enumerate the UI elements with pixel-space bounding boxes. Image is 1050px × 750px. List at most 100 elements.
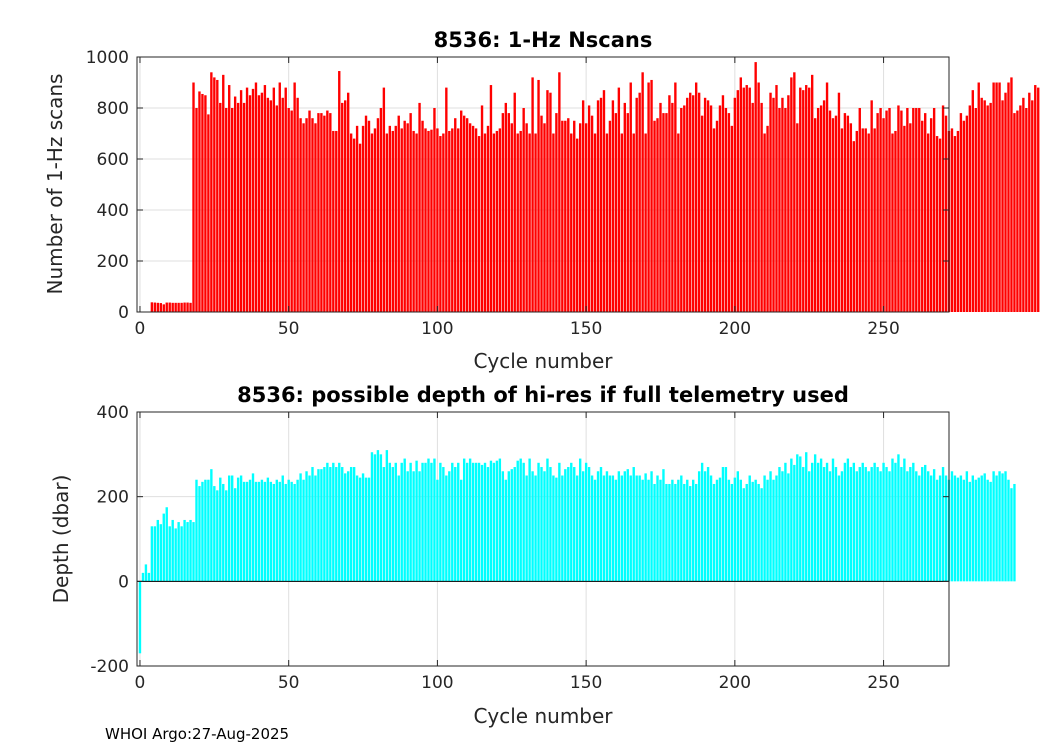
bars-bottom (138, 450, 1016, 654)
bar-cycle-188 (697, 471, 701, 582)
bar-cycle-181 (677, 479, 680, 582)
bar-cycle-246 (870, 467, 873, 582)
bar-cycle-273 (950, 471, 954, 582)
bar-cycle-100 (436, 479, 439, 582)
bar-cycle-13 (177, 522, 180, 582)
chart-title-top: 8536: 1-Hz Nscans (434, 28, 653, 52)
bar-cycle-22 (204, 95, 207, 312)
bar-cycle-168 (638, 475, 641, 582)
bar-cycle-223 (802, 467, 805, 582)
bar-cycle-63 (326, 110, 329, 312)
bar-cycle-158 (608, 475, 612, 582)
bar-cycle-112 (471, 462, 475, 582)
bar-cycle-144 (567, 118, 570, 312)
bar-cycle-95 (421, 120, 424, 312)
bar-cycle-294 (1013, 113, 1016, 312)
x-tick-label: 100 (421, 673, 453, 693)
bar-cycle-275 (956, 130, 960, 312)
bar-cycle-207 (754, 479, 757, 582)
bar-cycle-283 (980, 475, 983, 582)
bar-cycle-253 (891, 458, 894, 582)
bar-cycle-186 (692, 95, 695, 312)
bar-cycle-189 (700, 462, 704, 582)
bar-cycle-232 (828, 110, 832, 312)
bar-cycle-185 (689, 92, 692, 312)
bar-cycle-266 (929, 118, 933, 312)
bar-cycle-211 (766, 125, 769, 312)
bar-cycle-79 (373, 454, 377, 582)
bar-cycle-178 (668, 95, 671, 312)
bar-cycle-98 (430, 129, 433, 312)
x-ticks-top: 0 50 100 150 200 250 (135, 57, 900, 339)
bar-cycle-295 (1016, 110, 1019, 312)
bar-cycle-130 (525, 475, 528, 582)
bar-cycle-74 (358, 477, 362, 582)
bar-cycle-300 (1031, 100, 1034, 312)
bar-cycle-126 (513, 92, 516, 312)
bar-cycle-204 (745, 85, 748, 312)
bar-cycle-66 (335, 467, 338, 582)
bar-cycle-151 (587, 105, 591, 312)
bar-cycle-137 (546, 458, 549, 582)
bar-cycle-251 (885, 467, 888, 582)
bar-cycle-28 (222, 74, 225, 312)
bar-cycle-124 (507, 113, 510, 312)
bar-cycle-240 (852, 141, 856, 312)
bar-cycle-157 (605, 471, 609, 582)
bar-cycle-157 (605, 133, 609, 312)
bar-cycle-105 (451, 462, 454, 582)
bar-cycle-81 (379, 454, 383, 582)
bar-cycle-262 (918, 475, 921, 582)
bar-cycle-75 (361, 473, 365, 582)
bar-cycle-163 (623, 471, 626, 582)
bar-cycle-244 (864, 467, 867, 582)
bar-cycle-282 (977, 82, 980, 312)
bar-cycle-254 (894, 462, 897, 582)
bar-cycle-90 (406, 471, 409, 582)
bar-cycle-145 (570, 462, 573, 582)
bar-cycle-215 (778, 467, 781, 582)
bar-cycle-140 (555, 113, 558, 312)
bar-cycle-129 (522, 108, 525, 312)
bar-cycle-253 (891, 133, 894, 312)
bar-cycle-118 (489, 460, 493, 582)
bar-cycle-103 (445, 475, 448, 582)
bar-cycle-212 (769, 92, 772, 312)
bar-cycle-143 (564, 469, 567, 582)
bar-cycle-67 (338, 71, 341, 312)
bar-cycle-126 (513, 467, 516, 582)
bar-cycle-96 (424, 462, 427, 582)
bar-cycle-238 (846, 115, 850, 313)
bar-cycle-119 (492, 462, 496, 582)
bar-cycle-79 (373, 128, 377, 312)
bar-cycle-114 (477, 136, 481, 312)
bar-cycle-187 (694, 483, 698, 582)
bar-cycle-155 (599, 467, 603, 582)
bar-cycle-86 (394, 125, 397, 312)
bar-cycle-132 (531, 77, 534, 313)
bar-cycle-12 (174, 302, 177, 312)
bar-cycle-142 (561, 475, 564, 582)
bar-cycle-249 (879, 108, 882, 312)
bar-cycle-230 (822, 467, 826, 582)
axes-frame-top (136, 56, 950, 313)
bar-cycle-14 (180, 302, 183, 312)
bar-cycle-261 (915, 108, 918, 312)
bar-cycle-117 (486, 125, 490, 312)
bar-cycle-111 (468, 123, 472, 312)
x-tick-label: 200 (719, 319, 751, 339)
y-ticks-bottom: -200 0 200 400 (90, 403, 949, 677)
bar-cycle-101 (439, 136, 442, 312)
y-tick-label: 400 (97, 403, 129, 423)
bar-cycle-293 (1010, 77, 1013, 313)
bar-cycle-290 (1001, 100, 1004, 312)
bar-cycle-274 (953, 136, 957, 312)
bar-cycle-279 (968, 481, 972, 582)
bar-cycle-147 (576, 475, 579, 582)
bar-cycle-255 (897, 454, 900, 582)
bar-cycle-264 (924, 113, 927, 312)
bar-cycle-281 (974, 108, 977, 312)
bar-cycle-33 (236, 102, 240, 313)
chart-title-bottom: 8536: possible depth of hi-res if full t… (237, 383, 849, 407)
bar-cycle-81 (379, 108, 383, 312)
